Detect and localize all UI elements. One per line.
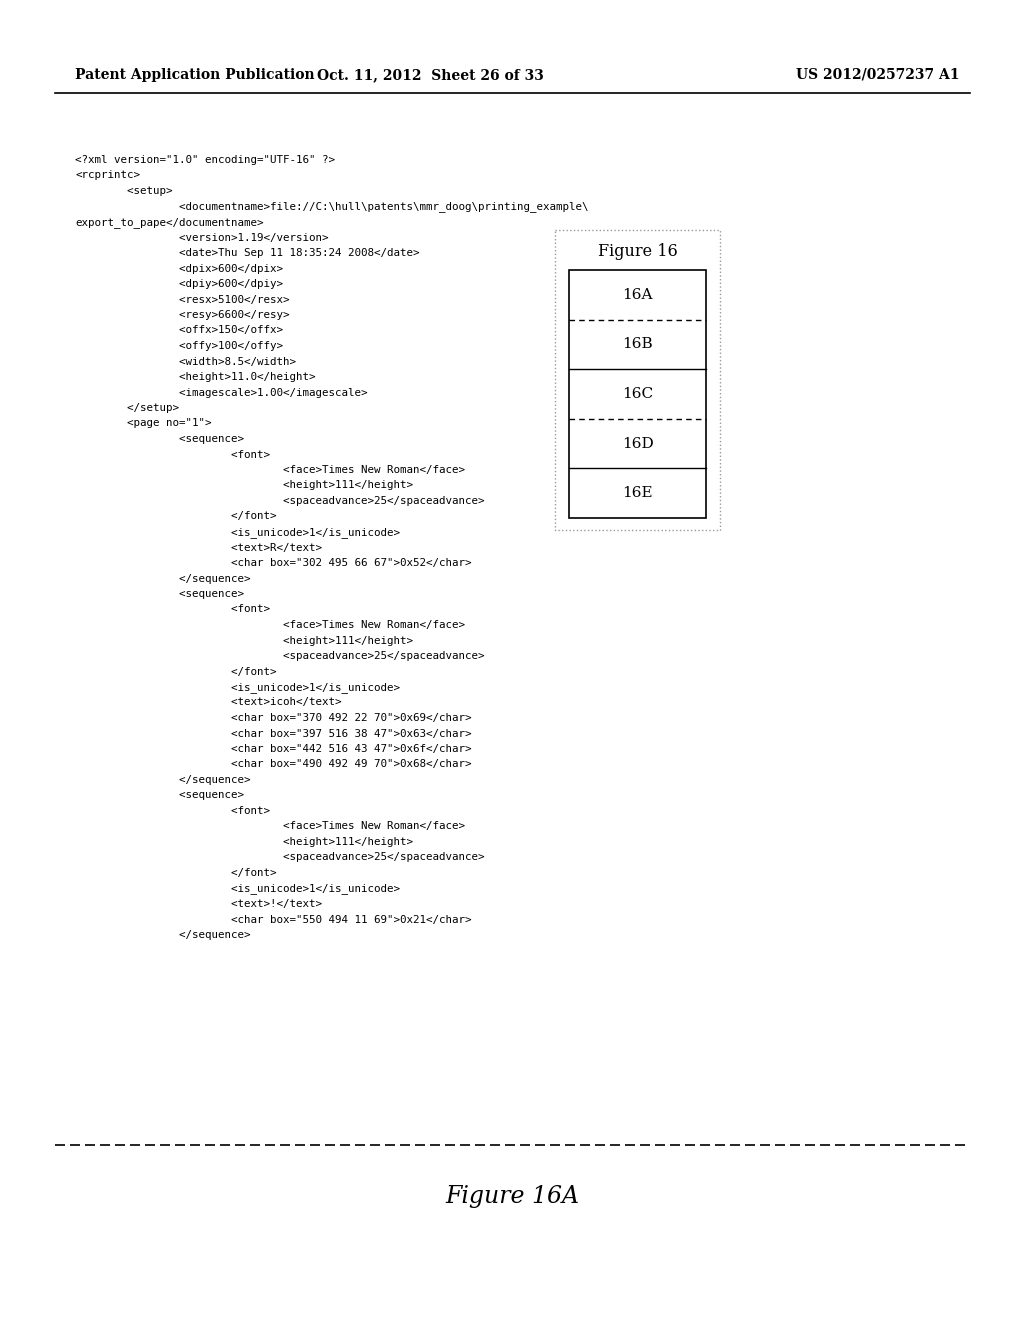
Text: Oct. 11, 2012  Sheet 26 of 33: Oct. 11, 2012 Sheet 26 of 33 — [316, 69, 544, 82]
Text: <offy>100</offy>: <offy>100</offy> — [75, 341, 283, 351]
Text: <font>: <font> — [75, 605, 270, 615]
Text: <rcprintc>: <rcprintc> — [75, 170, 140, 181]
Text: <resy>6600</resy>: <resy>6600</resy> — [75, 310, 290, 319]
Text: Figure 16: Figure 16 — [598, 243, 677, 260]
Text: 16C: 16C — [622, 387, 653, 401]
Text: <text>!</text>: <text>!</text> — [75, 899, 322, 909]
Text: </font>: </font> — [75, 869, 276, 878]
Text: <spaceadvance>25</spaceadvance>: <spaceadvance>25</spaceadvance> — [75, 853, 484, 862]
Text: <spaceadvance>25</spaceadvance>: <spaceadvance>25</spaceadvance> — [75, 496, 484, 506]
Text: <face>Times New Roman</face>: <face>Times New Roman</face> — [75, 821, 465, 832]
Text: <is_unicode>1</is_unicode>: <is_unicode>1</is_unicode> — [75, 527, 400, 539]
Text: <setup>: <setup> — [75, 186, 172, 195]
Text: <version>1.19</version>: <version>1.19</version> — [75, 232, 329, 243]
Text: <height>11.0</height>: <height>11.0</height> — [75, 372, 315, 381]
Text: <resx>5100</resx>: <resx>5100</resx> — [75, 294, 290, 305]
Text: <font>: <font> — [75, 807, 270, 816]
Text: <text>icoh</text>: <text>icoh</text> — [75, 697, 341, 708]
Text: <char box="370 492 22 70">0x69</char>: <char box="370 492 22 70">0x69</char> — [75, 713, 471, 723]
Text: <dpiy>600</dpiy>: <dpiy>600</dpiy> — [75, 279, 283, 289]
Text: <dpix>600</dpix>: <dpix>600</dpix> — [75, 264, 283, 273]
Bar — [569, 271, 706, 517]
Text: <char box="442 516 43 47">0x6f</char>: <char box="442 516 43 47">0x6f</char> — [75, 744, 471, 754]
Text: <sequence>: <sequence> — [75, 791, 244, 800]
Text: <sequence>: <sequence> — [75, 589, 244, 599]
Text: </font>: </font> — [75, 511, 276, 521]
Text: <height>111</height>: <height>111</height> — [75, 480, 413, 491]
Text: <text>R</text>: <text>R</text> — [75, 543, 322, 553]
Text: 16E: 16E — [623, 486, 653, 500]
Text: <char box="490 492 49 70">0x68</char>: <char box="490 492 49 70">0x68</char> — [75, 759, 471, 770]
Text: <?xml version="1.0" encoding="UTF-16" ?>: <?xml version="1.0" encoding="UTF-16" ?> — [75, 154, 335, 165]
Text: </sequence>: </sequence> — [75, 573, 251, 583]
Text: <face>Times New Roman</face>: <face>Times New Roman</face> — [75, 465, 465, 475]
Text: </setup>: </setup> — [75, 403, 179, 413]
Text: Figure 16A: Figure 16A — [445, 1185, 579, 1208]
Text: <char box="550 494 11 69">0x21</char>: <char box="550 494 11 69">0x21</char> — [75, 915, 471, 924]
Text: <date>Thu Sep 11 18:35:24 2008</date>: <date>Thu Sep 11 18:35:24 2008</date> — [75, 248, 420, 257]
Text: export_to_pape</documentname>: export_to_pape</documentname> — [75, 216, 263, 228]
Text: </font>: </font> — [75, 667, 276, 676]
Text: 16D: 16D — [622, 437, 653, 450]
Text: <is_unicode>1</is_unicode>: <is_unicode>1</is_unicode> — [75, 883, 400, 895]
Text: <imagescale>1.00</imagescale>: <imagescale>1.00</imagescale> — [75, 388, 368, 397]
Text: <height>111</height>: <height>111</height> — [75, 837, 413, 847]
Text: Patent Application Publication: Patent Application Publication — [75, 69, 314, 82]
Text: <documentname>file://C:\hull\patents\mmr_doog\printing_example\: <documentname>file://C:\hull\patents\mmr… — [75, 202, 589, 213]
Text: <width>8.5</width>: <width>8.5</width> — [75, 356, 296, 367]
Text: <is_unicode>1</is_unicode>: <is_unicode>1</is_unicode> — [75, 682, 400, 693]
Bar — [555, 230, 720, 531]
Text: </sequence>: </sequence> — [75, 775, 251, 785]
Text: <face>Times New Roman</face>: <face>Times New Roman</face> — [75, 620, 465, 630]
Text: US 2012/0257237 A1: US 2012/0257237 A1 — [797, 69, 961, 82]
Text: <height>111</height>: <height>111</height> — [75, 635, 413, 645]
Text: <spaceadvance>25</spaceadvance>: <spaceadvance>25</spaceadvance> — [75, 651, 484, 661]
Text: <char box="397 516 38 47">0x63</char>: <char box="397 516 38 47">0x63</char> — [75, 729, 471, 738]
Text: 16B: 16B — [623, 338, 653, 351]
Text: <font>: <font> — [75, 450, 270, 459]
Text: <sequence>: <sequence> — [75, 434, 244, 444]
Text: <offx>150</offx>: <offx>150</offx> — [75, 326, 283, 335]
Text: <char box="302 495 66 67">0x52</char>: <char box="302 495 66 67">0x52</char> — [75, 558, 471, 568]
Text: </sequence>: </sequence> — [75, 931, 251, 940]
Text: <page no="1">: <page no="1"> — [75, 418, 212, 429]
Text: 16A: 16A — [623, 288, 652, 302]
